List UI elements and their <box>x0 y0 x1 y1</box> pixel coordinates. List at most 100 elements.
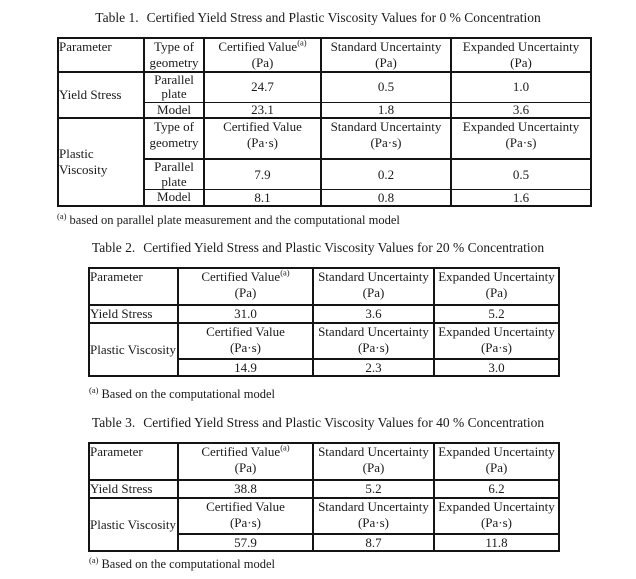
table3-footnote: (a) Based on the computational model <box>89 554 276 572</box>
standard-uncertainty-cell: 1.8 <box>320 101 451 118</box>
table3-viscosity-value-row: 57.9 8.7 11.8 <box>89 533 559 552</box>
header-label: Expanded Uncertainty <box>462 39 580 54</box>
table3-header-certified-value: Certified Value(a) (Pa) <box>177 442 313 480</box>
standard-uncertainty-cell: 2.3 <box>312 358 434 377</box>
header-unit: (Pa·s) <box>480 340 513 356</box>
certified-value-cell: 31.0 <box>177 303 313 324</box>
row-label: Plastic Viscosity <box>59 145 108 177</box>
table3-header-row: Parameter Certified Value(a) (Pa) Standar… <box>88 442 559 480</box>
table2-yield-stress-label: Yield Stress <box>88 303 178 324</box>
table2-certified-values-20pct: Parameter Certified Value(a) (Pa) Standar… <box>88 267 560 378</box>
header-label: Certified Value <box>223 118 302 134</box>
header-label: Certified Value <box>201 444 281 459</box>
expanded-uncertainty-cell: 0.5 <box>450 157 591 190</box>
table1-caption-number: Table 1. <box>95 10 139 25</box>
header-label: Standard Uncertainty <box>318 324 429 340</box>
table1-header-certified-value: Certified Value(a) (Pa) <box>203 37 321 72</box>
footnote-text: based on parallel plate measurement and … <box>69 213 400 227</box>
header-label: Certified Value <box>218 39 298 54</box>
table2-header-certified-value: Certified Value(a) (Pa) <box>177 267 313 305</box>
table2-yield-row: Yield Stress 31.0 3.6 5.2 <box>88 303 559 324</box>
table1-header-expanded-uncertainty: Expanded Uncertainty (Pa) <box>450 37 591 72</box>
table1-header-parameter: Parameter <box>57 37 144 72</box>
standard-uncertainty-cell: 0.5 <box>320 70 451 103</box>
geometry-cell: Model <box>143 189 204 206</box>
header-unit: (Pa) <box>251 54 274 70</box>
header-label: Parameter <box>90 444 143 459</box>
table1-subheader-standard-uncertainty: Standard Uncertainty (Pa·s) <box>320 116 451 159</box>
header-label: Certified Value <box>206 324 285 340</box>
table2-subheader-expanded-uncertainty: Expanded Uncertainty (Pa·s) <box>433 322 559 360</box>
row-label: Plastic Viscosity <box>90 516 177 532</box>
footnote-marker: (a) <box>280 268 290 278</box>
table1-viscosity-parallel-row: Parallel plate 7.9 0.2 0.5 <box>58 157 591 190</box>
table3-certified-values-40pct: Parameter Certified Value(a) (Pa) Standar… <box>88 442 560 553</box>
header-unit: (Pa·s) <box>357 340 390 356</box>
header-label: Expanded Uncertainty <box>438 444 555 459</box>
table1-header-row: Parameter Type of geometry Certified Valu… <box>57 37 591 72</box>
table2-viscosity-subheader-row: Plastic Viscosity Certified Value (Pa·s) … <box>88 322 559 377</box>
header-label: Expanded Uncertainty <box>438 269 555 284</box>
table2-subheader-certified-value: Certified Value (Pa·s) <box>177 322 313 360</box>
expanded-uncertainty-cell: 5.2 <box>433 303 559 324</box>
header-unit: (Pa·s) <box>505 134 537 150</box>
row-label: Plastic Viscosity <box>90 341 177 357</box>
table3-subheader-certified-value: Certified Value (Pa·s) <box>177 497 313 535</box>
header-label: Certified Value <box>201 269 281 284</box>
expanded-uncertainty-cell: 3.0 <box>433 358 559 377</box>
header-unit: (Pa) <box>375 54 397 70</box>
header-unit: (Pa·s) <box>229 340 262 356</box>
table1-header-geometry: Type of geometry <box>143 37 204 72</box>
standard-uncertainty-cell: 0.2 <box>320 157 451 190</box>
header-label: Expanded Uncertainty <box>438 499 555 515</box>
footnote-text: Based on the computational model <box>101 387 276 401</box>
header-unit: (Pa) <box>362 284 385 300</box>
header-label: Certified Value <box>206 499 285 515</box>
header-unit: (Pa) <box>234 284 257 300</box>
certified-value-cell: 23.1 <box>203 101 321 118</box>
standard-uncertainty-cell: 0.8 <box>320 189 451 206</box>
table3-subheader-standard-uncertainty: Standard Uncertainty (Pa·s) <box>312 497 434 535</box>
header-unit: (Pa·s) <box>246 134 279 150</box>
table1-yield-parallel-row: Yield Stress Parallel plate 24.7 0.5 1.0 <box>57 70 591 118</box>
header-unit: (Pa) <box>234 459 257 475</box>
table2-subheader-standard-uncertainty: Standard Uncertainty (Pa·s) <box>312 322 434 360</box>
header-unit: (Pa·s) <box>480 515 513 531</box>
table2-header-row: Parameter Certified Value(a) (Pa) Standar… <box>88 267 559 305</box>
header-label: Standard Uncertainty <box>330 39 442 54</box>
table3-viscosity-subheader-row: Plastic Viscosity Certified Value (Pa·s) … <box>88 497 559 552</box>
expanded-uncertainty-cell: 3.6 <box>450 101 591 118</box>
footnote-marker: (a) <box>280 443 290 453</box>
table1-caption-text: Certified Yield Stress and Plastic Visco… <box>146 10 541 25</box>
footnote-text: Based on the computational model <box>101 557 276 571</box>
table1-footnote: (a) based on parallel plate measurement a… <box>57 212 400 228</box>
table1-plastic-viscosity-label: Plastic Viscosity <box>57 116 144 206</box>
table2-plastic-viscosity-label: Plastic Viscosity <box>88 322 178 377</box>
certified-value-cell: 7.9 <box>203 157 321 190</box>
table1-subheader-certified-value: Certified Value (Pa·s) <box>203 116 321 159</box>
table2-footnote: (a) Based on the computational model <box>89 386 276 402</box>
header-label: Standard Uncertainty <box>318 444 429 459</box>
header-label: Expanded Uncertainty <box>438 324 555 340</box>
header-label: geometry <box>149 54 199 70</box>
certified-value-cell: 38.8 <box>177 478 313 499</box>
table2-caption-text: Certified Yield Stress and Plastic Visco… <box>143 240 545 255</box>
table3-header-parameter: Parameter <box>88 442 178 480</box>
table3-yield-row: Yield Stress 38.8 5.2 6.2 <box>88 478 559 499</box>
header-label: geometry <box>149 134 199 150</box>
header-unit: (Pa) <box>510 54 532 70</box>
footnote-marker: (a) <box>89 554 99 565</box>
header-label: Standard Uncertainty <box>318 269 429 284</box>
table1-yield-model-row: Model 23.1 1.8 3.6 <box>58 101 591 118</box>
standard-uncertainty-cell: 5.2 <box>312 478 434 499</box>
header-label: Expanded Uncertainty <box>462 118 580 134</box>
table1-viscosity-subheader-row: Plastic Viscosity Type of geometry Certif… <box>57 116 591 206</box>
table3-caption-text: Certified Yield Stress and Plastic Visco… <box>143 415 545 430</box>
row-label: Yield Stress <box>59 86 122 102</box>
table2-caption: Table 2. Certified Yield Stress and Plast… <box>0 240 636 256</box>
table3-subheader-expanded-uncertainty: Expanded Uncertainty (Pa·s) <box>433 497 559 535</box>
row-label: Yield Stress <box>90 481 153 496</box>
header-label: Type of <box>154 39 194 54</box>
standard-uncertainty-cell: 3.6 <box>312 303 434 324</box>
table3-caption-number: Table 3. <box>91 415 136 430</box>
